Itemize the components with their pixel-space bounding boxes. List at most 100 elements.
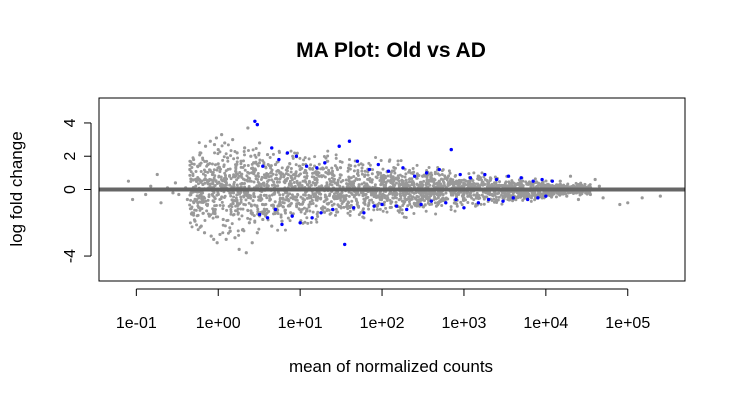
background-point (319, 192, 323, 196)
background-point (236, 212, 240, 216)
background-point (232, 182, 236, 186)
nonsignificant-point (249, 154, 253, 158)
background-point (459, 200, 463, 204)
background-point (279, 215, 283, 219)
background-point (257, 195, 261, 199)
background-point (552, 192, 556, 196)
background-point (363, 173, 367, 177)
background-point (308, 167, 312, 171)
background-point (381, 192, 385, 196)
background-point (429, 175, 433, 179)
nonsignificant-point (155, 172, 159, 177)
significant-point (462, 206, 466, 210)
background-point (392, 192, 396, 196)
background-point (357, 163, 361, 167)
background-point (230, 205, 234, 209)
background-point (537, 183, 541, 187)
background-point (350, 184, 354, 188)
background-point (436, 196, 440, 200)
background-point (188, 203, 192, 207)
background-point (253, 220, 257, 224)
background-point (199, 170, 203, 174)
background-point (424, 209, 428, 213)
background-point (229, 177, 233, 181)
background-point (404, 215, 408, 219)
background-point (246, 209, 250, 213)
background-point (463, 183, 467, 187)
background-point (207, 195, 211, 199)
background-point (279, 175, 283, 179)
nonsignificant-point (228, 229, 232, 233)
background-point (326, 149, 330, 153)
background-point (385, 194, 389, 198)
background-point (269, 171, 273, 175)
background-point (235, 162, 239, 166)
background-point (348, 213, 352, 217)
background-point (264, 165, 268, 169)
background-point (306, 221, 310, 225)
background-point (539, 183, 543, 187)
nonsignificant-point (270, 224, 274, 228)
background-point (296, 192, 300, 196)
background-point (252, 214, 256, 218)
background-point (293, 173, 297, 177)
background-point (322, 200, 326, 204)
significant-point (454, 197, 458, 202)
background-point (370, 198, 374, 202)
background-point (378, 192, 382, 196)
background-point (256, 207, 260, 211)
background-point (506, 193, 510, 197)
background-point (241, 207, 245, 211)
background-point (461, 178, 465, 182)
background-point (396, 159, 400, 163)
background-point (546, 192, 550, 196)
background-point (269, 198, 273, 202)
background-point (467, 194, 471, 198)
background-point (368, 176, 372, 180)
nonsignificant-point (588, 192, 593, 197)
background-point (252, 180, 256, 184)
nonsignificant-point (193, 219, 197, 223)
nonsignificant-point (206, 162, 210, 167)
significant-point (331, 207, 335, 212)
background-point (564, 192, 568, 196)
significant-point (337, 144, 341, 148)
background-point (271, 172, 275, 176)
background-point (295, 195, 299, 199)
background-point (315, 180, 319, 184)
background-point (246, 179, 250, 183)
background-point (224, 152, 228, 156)
significant-point (280, 222, 284, 227)
background-point (289, 149, 293, 153)
background-point (196, 182, 200, 186)
background-point (313, 183, 317, 187)
background-point (327, 170, 331, 174)
background-point (422, 205, 426, 209)
background-point (441, 193, 445, 197)
background-point (489, 177, 493, 181)
background-point (348, 180, 352, 184)
background-point (310, 199, 314, 203)
background-point (352, 169, 356, 173)
background-point (415, 163, 419, 167)
background-point (368, 163, 372, 167)
nonsignificant-point (658, 194, 662, 198)
significant-point (476, 201, 481, 205)
background-point (480, 193, 484, 197)
background-point (269, 166, 273, 170)
background-point (239, 207, 243, 211)
nonsignificant-point (212, 237, 216, 242)
background-point (338, 166, 342, 170)
background-point (193, 208, 197, 212)
background-point (547, 183, 551, 187)
background-point (314, 204, 318, 208)
x-tick-label: 1e+01 (278, 315, 323, 332)
background-point (333, 181, 337, 185)
background-point (268, 194, 272, 198)
background-point (360, 166, 364, 170)
background-point (406, 183, 410, 187)
background-point (311, 166, 315, 170)
background-point (480, 171, 484, 175)
background-point (497, 191, 501, 195)
